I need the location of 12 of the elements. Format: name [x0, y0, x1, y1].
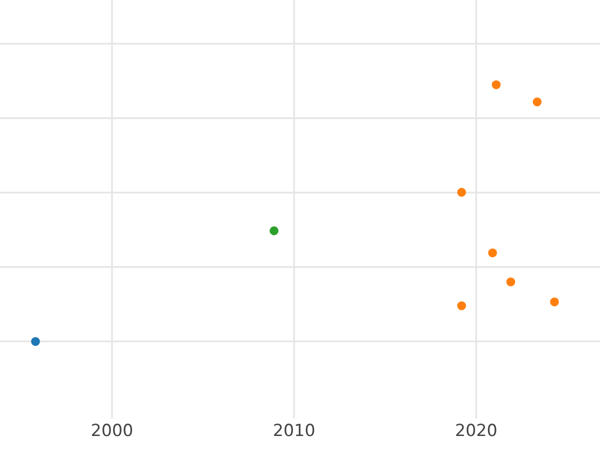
point	[550, 298, 559, 306]
point	[457, 188, 466, 197]
x-tick-label: 2000	[92, 424, 132, 436]
x-tick-label: 2010	[274, 424, 314, 436]
x-tick-label: 2020	[456, 424, 496, 436]
point	[492, 80, 501, 90]
point	[457, 301, 466, 310]
point	[506, 278, 516, 286]
point	[270, 226, 278, 236]
point	[488, 248, 497, 258]
point	[31, 337, 40, 346]
point	[532, 98, 542, 106]
